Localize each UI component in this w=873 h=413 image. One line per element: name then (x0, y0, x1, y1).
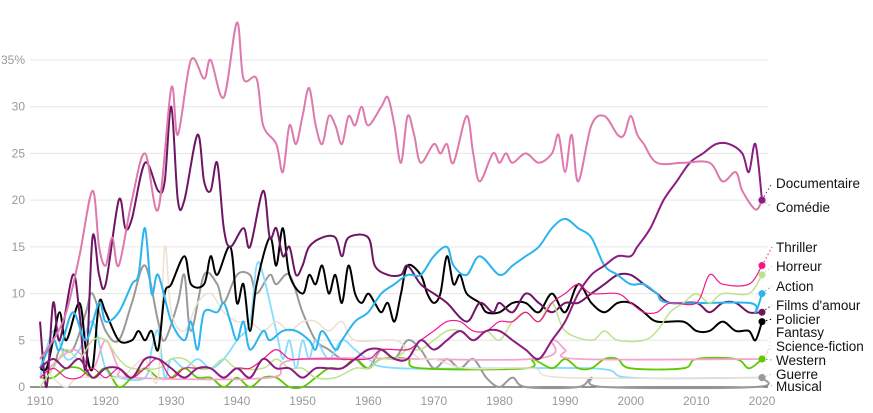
series-lines (39, 21, 770, 390)
label-connector-documentaire (761, 182, 773, 201)
end-point-action (758, 290, 766, 298)
x-tick-label: 2000 (617, 394, 644, 408)
label-connector-fantasy (761, 331, 773, 378)
series-label-action: Action (776, 279, 814, 294)
series-label-thriller: Thriller (776, 240, 818, 255)
label-connector-policier (761, 318, 773, 323)
y-tick-label: 0 (18, 380, 25, 394)
series-label-documentaire: Documentaire (776, 176, 860, 191)
series-label-films-d-amour: Films d'amour (776, 298, 861, 313)
series-line-thriller (39, 265, 763, 380)
x-tick-label: 1960 (355, 394, 382, 408)
end-point-documentaire (758, 196, 766, 204)
end-point-policier (758, 318, 766, 326)
series-line-horreur (39, 274, 763, 388)
y-axis-ticks: 0 5 10 15 20 25 30 35% (1, 53, 25, 394)
y-tick-label: 20 (12, 193, 26, 207)
x-tick-label: 2010 (683, 394, 710, 408)
series-line-fantasy (39, 244, 763, 388)
end-point-thriller (758, 262, 766, 270)
series-line-films-d-amour (39, 105, 763, 389)
series-line-science-fiction (39, 339, 763, 381)
x-tick-label: 1910 (27, 394, 54, 408)
label-connector-science-fiction (761, 345, 773, 360)
series-line-documentaire (39, 141, 763, 379)
x-tick-label: 1980 (486, 394, 513, 408)
label-connector-guerre (761, 373, 773, 379)
series-label-guerre: Guerre (776, 367, 818, 382)
series-label-horreur: Horreur (776, 259, 822, 274)
x-tick-label: 1920 (92, 394, 119, 408)
series-line-policier (39, 227, 763, 372)
y-tick-label: 35% (1, 53, 25, 67)
y-tick-label: 5 (18, 333, 25, 347)
end-point-western (758, 355, 766, 363)
x-tick-label: 2020 (749, 394, 776, 408)
end-point-films-d-amour (758, 308, 766, 316)
y-tick-label: 30 (12, 100, 26, 114)
gridlines (30, 59, 768, 341)
y-tick-label: 25 (12, 146, 26, 160)
y-tick-label: 10 (12, 287, 26, 301)
x-tick-label: 1940 (224, 394, 251, 408)
y-tick-label: 15 (12, 240, 26, 254)
series-labels: Comédie Documentaire Thriller Horreur Action… (758, 176, 864, 394)
x-tick-label: 1930 (158, 394, 185, 408)
end-point-horreur (758, 271, 766, 279)
series-label-come-die: Comédie (776, 200, 830, 215)
series-label-science-fiction: Science-fiction (776, 339, 864, 354)
series-label-fantasy: Fantasy (776, 325, 824, 340)
series-label-musical: Musical (776, 379, 822, 394)
series-label-policier: Policier (776, 312, 821, 327)
series-label-western: Western (776, 353, 826, 368)
series-line-come-die (39, 21, 763, 360)
series-line-action (39, 217, 763, 369)
label-connector-western (761, 358, 773, 361)
x-axis-ticks: 1910 1920 1930 1940 1950 1960 1970 1980 1990 2000… (27, 394, 776, 408)
x-tick-label: 1970 (420, 394, 447, 408)
end-point-musical (758, 374, 766, 382)
x-tick-label: 1990 (552, 394, 579, 408)
x-tick-label: 1950 (289, 394, 316, 408)
